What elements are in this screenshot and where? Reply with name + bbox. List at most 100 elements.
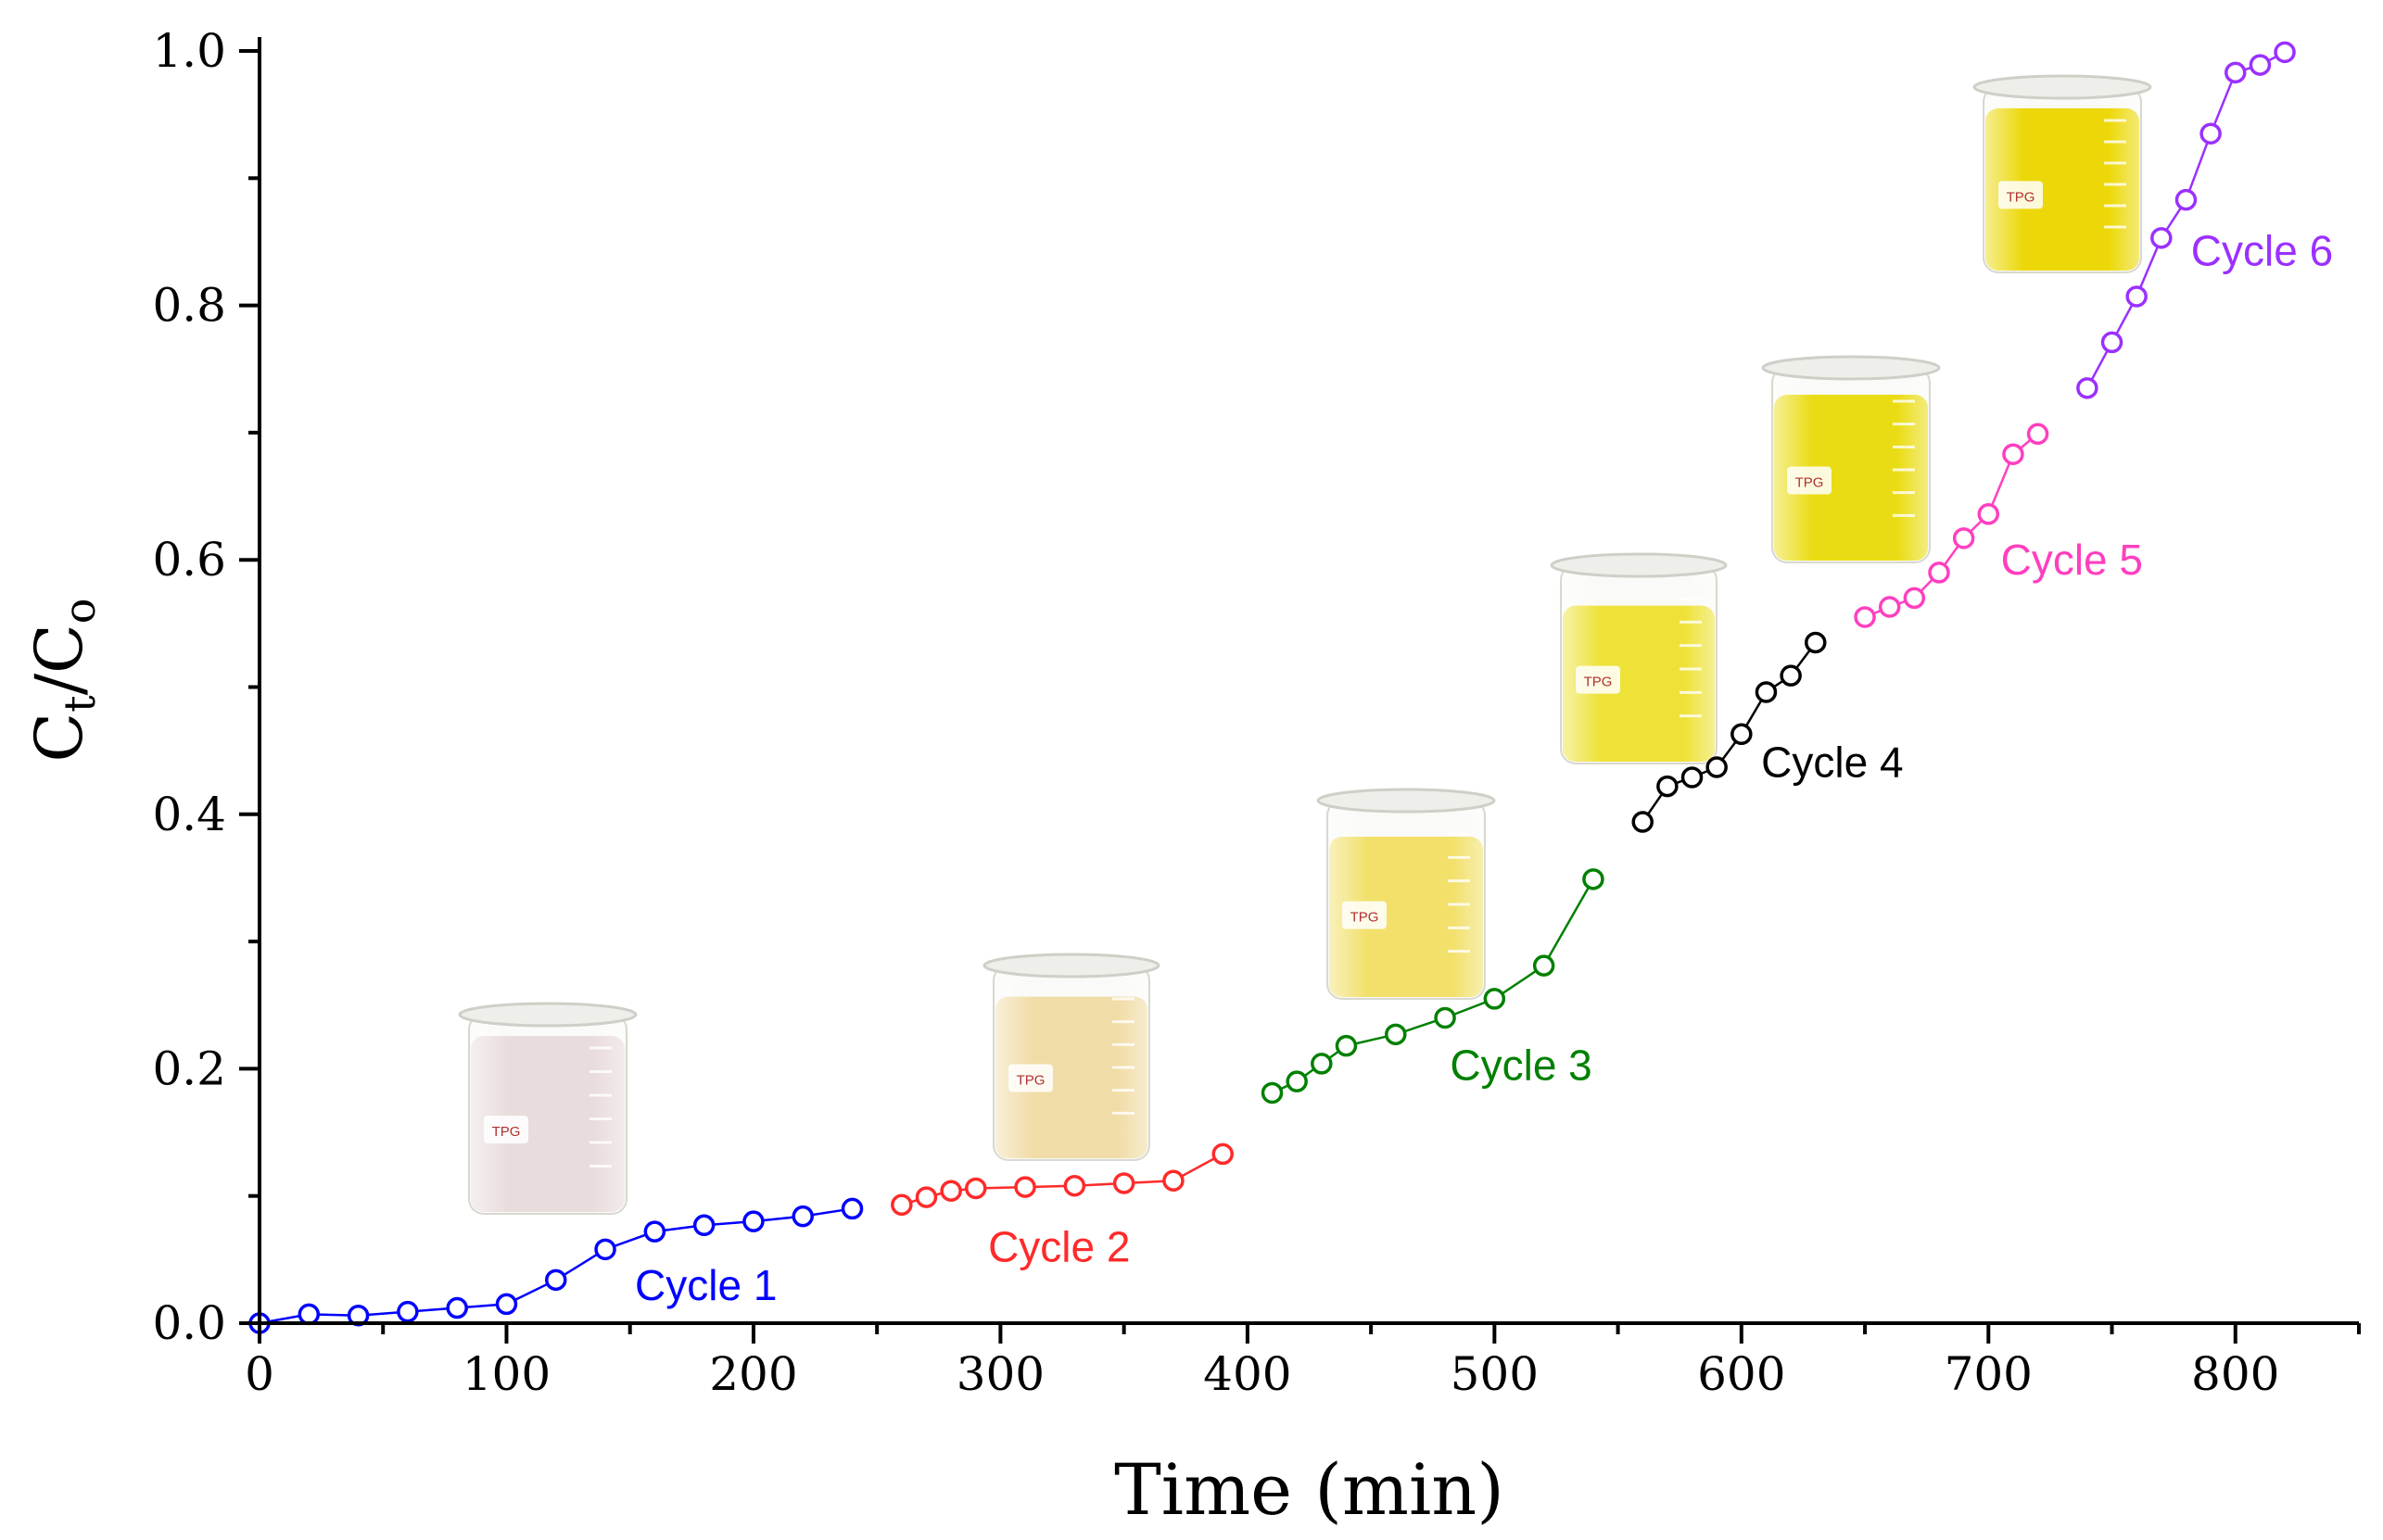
- cycle-label: Cycle 6: [2191, 227, 2333, 275]
- data-point: [2100, 331, 2123, 354]
- x-tick-label: 600: [1697, 1347, 1785, 1401]
- beaker-sticker-label: TPG: [1584, 675, 1613, 690]
- series-labels: Cycle 1 Cycle 2 Cycle 3 Cycle 4 Cycle 5 Cycle…: [635, 227, 2333, 1309]
- data-point: [2076, 377, 2098, 399]
- y-tick-label: 0.8: [152, 279, 226, 333]
- data-point: [1261, 1081, 1284, 1105]
- beaker-sticker-label: TPG: [1017, 1073, 1046, 1089]
- series-cycle-6: [2076, 41, 2296, 399]
- data-point: [1805, 631, 1827, 654]
- beaker-sticker: [1342, 901, 1387, 929]
- data-point: [1162, 1169, 1185, 1192]
- beaker-insets: TPG TPG TPG TPG TPG TPG: [458, 74, 2152, 1215]
- y-axis-title: Ct/Co: [21, 599, 105, 763]
- beaker-rim: [1550, 552, 1728, 578]
- y-tick-label: 0.4: [152, 788, 226, 841]
- data-point: [545, 1269, 567, 1292]
- beaker-highlight: [995, 966, 1147, 1158]
- series-cycle-5: [1854, 423, 2049, 628]
- x-tick-label: 300: [957, 1347, 1045, 1401]
- beaker-highlight: [1774, 368, 1928, 561]
- x-tick-label: 500: [1451, 1347, 1539, 1401]
- beaker-cycle-3: TPG: [1316, 788, 1496, 1000]
- data-point: [1286, 1070, 1308, 1092]
- series-cycle-4: [1631, 631, 1827, 833]
- beaker-highlight: [1563, 565, 1715, 762]
- y-tick-label: 0.2: [152, 1041, 226, 1095]
- data-point: [1780, 664, 1802, 687]
- data-point: [2199, 122, 2222, 145]
- data-point: [397, 1300, 419, 1323]
- data-point: [1952, 527, 1975, 549]
- data-point: [1311, 1053, 1333, 1075]
- beaker-sticker: [1576, 665, 1620, 694]
- y-tick-label: 1.0: [152, 24, 226, 78]
- data-point: [841, 1197, 864, 1220]
- data-point: [1705, 756, 1728, 778]
- axes: [258, 37, 2359, 1325]
- y-title-slash: /: [21, 673, 97, 695]
- data-point: [2150, 227, 2173, 249]
- y-title-sub-t: t: [55, 695, 105, 713]
- data-point: [446, 1296, 468, 1319]
- data-point: [1434, 1006, 1456, 1029]
- data-point: [940, 1180, 962, 1202]
- data-point: [2225, 61, 2247, 84]
- data-point: [1385, 1023, 1407, 1046]
- x-tick-label: 800: [2191, 1347, 2279, 1401]
- beaker-sticker: [484, 1116, 528, 1144]
- beaker-sticker: [1787, 466, 1832, 495]
- data-point: [1582, 868, 1604, 890]
- beaker-rim: [1761, 355, 1941, 381]
- data-point: [1977, 503, 2000, 525]
- data-point: [915, 1186, 938, 1208]
- data-point: [1014, 1176, 1036, 1198]
- beaker-cycle-4: TPG: [1550, 552, 1728, 764]
- data-point: [1903, 587, 1926, 610]
- y-tick-label: 0.6: [152, 533, 226, 587]
- data-point: [2125, 285, 2148, 308]
- y-title-c2: C: [21, 624, 97, 674]
- beaker-cycle-5: TPG: [1761, 355, 1941, 563]
- data-point: [1063, 1174, 1086, 1197]
- beaker-sticker: [1008, 1064, 1053, 1092]
- cycle-label: Cycle 5: [2001, 536, 2143, 584]
- data-point: [594, 1238, 616, 1261]
- beaker-highlight: [471, 1015, 625, 1212]
- x-tick-label: 200: [709, 1347, 797, 1401]
- beaker-sticker-label: TPG: [1795, 475, 1824, 491]
- axis-ticks: 0 100 200 300 400 500 600 700 800 0.0 0.2 0.4 0.6 0.8…: [152, 24, 2361, 1401]
- series-cycle-2: [891, 1142, 1234, 1217]
- data-point: [1631, 811, 1654, 833]
- data-point: [1730, 723, 1753, 746]
- data-point: [2174, 188, 2198, 211]
- data-point: [1532, 954, 1555, 977]
- beaker-sticker-label: TPG: [492, 1124, 521, 1140]
- cycle-label: Cycle 2: [988, 1223, 1130, 1271]
- cycle-label: Cycle 1: [635, 1261, 777, 1309]
- data-point: [643, 1220, 666, 1243]
- data-point: [1483, 988, 1506, 1010]
- beaker-highlight: [1985, 87, 2139, 271]
- data-point: [1928, 562, 1950, 584]
- data-point: [891, 1193, 913, 1217]
- plot-series: [248, 41, 2296, 1334]
- beaker-rim: [982, 953, 1160, 978]
- beaker-highlight: [1329, 801, 1483, 997]
- series-cycle-3: [1261, 868, 1604, 1105]
- data-point: [692, 1214, 716, 1237]
- y-title-c: C: [21, 713, 97, 763]
- data-point: [792, 1205, 814, 1228]
- x-tick-label: 400: [1203, 1347, 1291, 1401]
- data-point: [742, 1210, 765, 1232]
- beaker-cycle-2: TPG: [982, 953, 1160, 1161]
- data-point: [1211, 1142, 1234, 1166]
- beaker-sticker-label: TPG: [2007, 189, 2035, 205]
- beaker-rim: [1972, 74, 2152, 100]
- data-point: [965, 1177, 987, 1200]
- beaker-cycle-6: TPG: [1972, 74, 2152, 273]
- data-point: [1335, 1034, 1358, 1057]
- x-tick-label: 700: [1945, 1347, 2033, 1401]
- y-title-sub-o: o: [55, 599, 105, 625]
- data-point: [1656, 775, 1679, 798]
